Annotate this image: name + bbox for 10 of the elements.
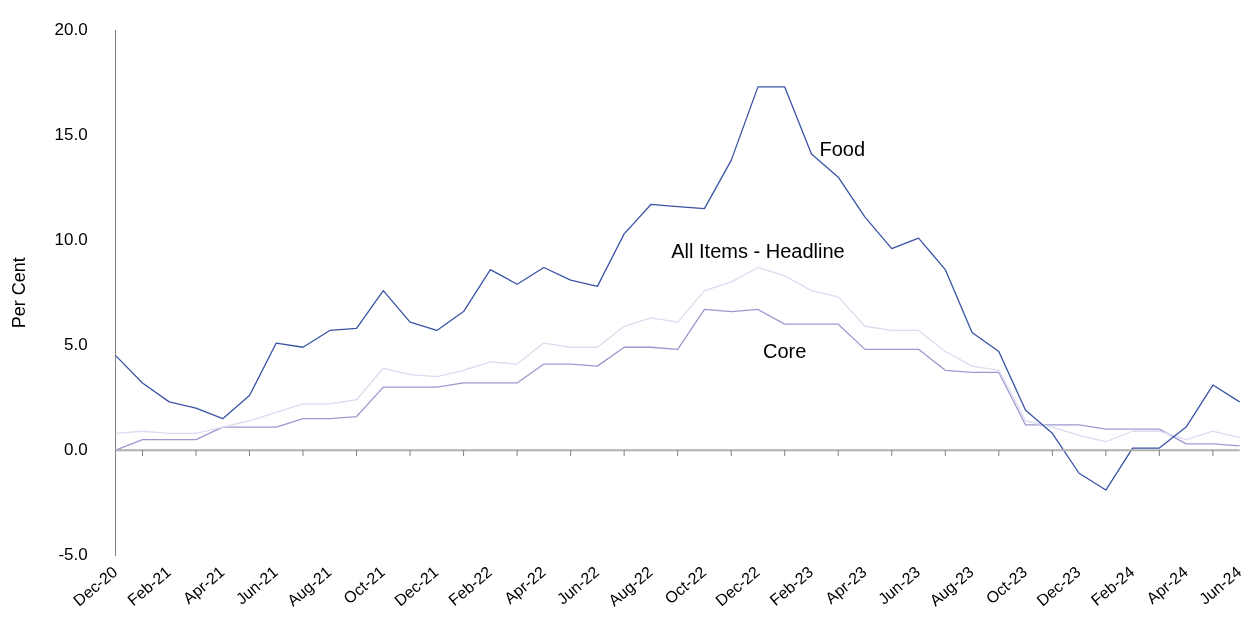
series-label: Food bbox=[819, 137, 866, 160]
series-label: All Items - Headline bbox=[671, 239, 845, 262]
y-axis-title: Per Cent bbox=[8, 257, 29, 329]
y-tick-label: 0.0 bbox=[64, 439, 88, 459]
y-tick-label: 10.0 bbox=[54, 229, 88, 249]
y-tick-label: -5.0 bbox=[58, 544, 88, 564]
y-tick-label: 15.0 bbox=[54, 124, 88, 144]
y-tick-label: 5.0 bbox=[64, 334, 88, 354]
y-tick-label: 20.0 bbox=[54, 19, 88, 39]
series-label: Core bbox=[763, 339, 807, 362]
